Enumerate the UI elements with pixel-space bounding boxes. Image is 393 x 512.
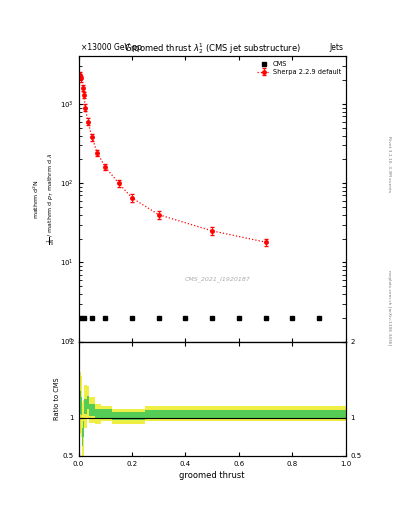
Bar	[239, 410, 346, 418]
Bar	[89, 397, 95, 423]
Text: ×13000 GeV pp: ×13000 GeV pp	[81, 43, 142, 52]
Bar	[89, 404, 95, 416]
Bar	[145, 410, 185, 418]
Text: Jets: Jets	[329, 43, 343, 52]
Legend: CMS, Sherpa 2.2.9 default: CMS, Sherpa 2.2.9 default	[255, 60, 343, 76]
Bar	[82, 428, 83, 446]
Bar	[101, 409, 112, 418]
Text: mcplots.cern.ch [arXiv:1306.3436]: mcplots.cern.ch [arXiv:1306.3436]	[387, 270, 391, 345]
Bar	[112, 409, 125, 424]
Bar	[95, 409, 101, 419]
Y-axis label: mathrm d$^2$N
$\frac{1}{\mathrm{d}N}$ / mathrm d $p_T$ mathrm d $\lambda$: mathrm d$^2$N $\frac{1}{\mathrm{d}N}$ / …	[32, 153, 57, 245]
Bar	[101, 406, 112, 421]
Bar	[84, 399, 86, 414]
Bar	[86, 396, 89, 409]
Bar	[79, 372, 81, 433]
Bar	[83, 400, 84, 458]
Title: Groomed thrust $\lambda_2^1$ (CMS jet substructure): Groomed thrust $\lambda_2^1$ (CMS jet su…	[124, 41, 301, 56]
Bar	[82, 402, 83, 471]
Bar	[112, 412, 125, 420]
Bar	[81, 397, 82, 415]
Text: Rivet 3.1.10, 3.3M events: Rivet 3.1.10, 3.3M events	[387, 136, 391, 192]
Bar	[185, 410, 239, 418]
Bar	[239, 406, 346, 421]
Bar	[125, 409, 145, 424]
X-axis label: groomed thrust: groomed thrust	[180, 471, 245, 480]
Bar	[81, 376, 82, 437]
Bar	[79, 391, 81, 414]
Bar	[125, 412, 145, 420]
Bar	[95, 404, 101, 424]
Bar	[145, 406, 185, 421]
Bar	[185, 406, 239, 421]
Y-axis label: Ratio to CMS: Ratio to CMS	[54, 377, 60, 420]
Bar	[86, 386, 89, 419]
Text: CMS_2021_I1920187: CMS_2021_I1920187	[185, 276, 250, 282]
Bar	[84, 385, 86, 428]
Bar	[83, 421, 84, 437]
